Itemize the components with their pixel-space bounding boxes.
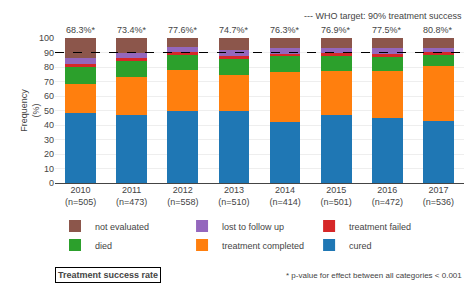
svg-text:treatment completed: treatment completed: [222, 241, 304, 251]
svg-text:68.3%*: 68.3%*: [66, 25, 96, 35]
svg-text:100: 100: [39, 33, 54, 43]
svg-text:77.5%*: 77.5%*: [372, 25, 402, 35]
svg-text:60: 60: [44, 91, 54, 101]
svg-text:90: 90: [44, 48, 54, 58]
svg-text:* p-value for effect between a: * p-value for effect between all categor…: [286, 271, 462, 280]
svg-text:cured: cured: [349, 241, 372, 251]
svg-text:76.3%*: 76.3%*: [270, 25, 300, 35]
svg-text:40: 40: [44, 120, 54, 130]
svg-text:2016(n=472): 2016(n=472): [372, 185, 403, 207]
svg-text:--- WHO target: 90% treatment: --- WHO target: 90% treatment success: [304, 11, 462, 21]
svg-text:76.9%*: 76.9%*: [321, 25, 351, 35]
svg-text:not evaluated: not evaluated: [95, 222, 149, 232]
svg-text:50: 50: [44, 106, 54, 116]
svg-text:80.8%*: 80.8%*: [423, 25, 453, 35]
svg-text:70: 70: [44, 77, 54, 87]
svg-text:73.4%*: 73.4%*: [117, 25, 147, 35]
svg-text:2015(n=501): 2015(n=501): [321, 185, 352, 207]
svg-text:2012(n=558): 2012(n=558): [167, 185, 198, 207]
svg-text:77.6%*: 77.6%*: [168, 25, 198, 35]
svg-text:2011(n=473): 2011(n=473): [116, 185, 147, 207]
svg-text:lost to follow up: lost to follow up: [222, 222, 284, 232]
svg-text:2013(n=510): 2013(n=510): [218, 185, 249, 207]
svg-text:2017(n=536): 2017(n=536): [423, 185, 454, 207]
svg-text:2014(n=414): 2014(n=414): [269, 185, 300, 207]
svg-text:30: 30: [44, 135, 54, 145]
svg-text:80: 80: [44, 62, 54, 72]
svg-text:74.7%*: 74.7%*: [219, 25, 249, 35]
svg-text:10: 10: [44, 164, 54, 174]
svg-text:0: 0: [49, 178, 54, 188]
svg-text:Frequency(%): Frequency(%): [19, 89, 41, 132]
svg-text:treatment failed: treatment failed: [349, 222, 411, 232]
svg-text:Treatment success rate: Treatment success rate: [58, 270, 158, 280]
svg-text:2010(n=505): 2010(n=505): [65, 185, 96, 207]
svg-text:died: died: [95, 241, 112, 251]
svg-text:20: 20: [44, 149, 54, 159]
